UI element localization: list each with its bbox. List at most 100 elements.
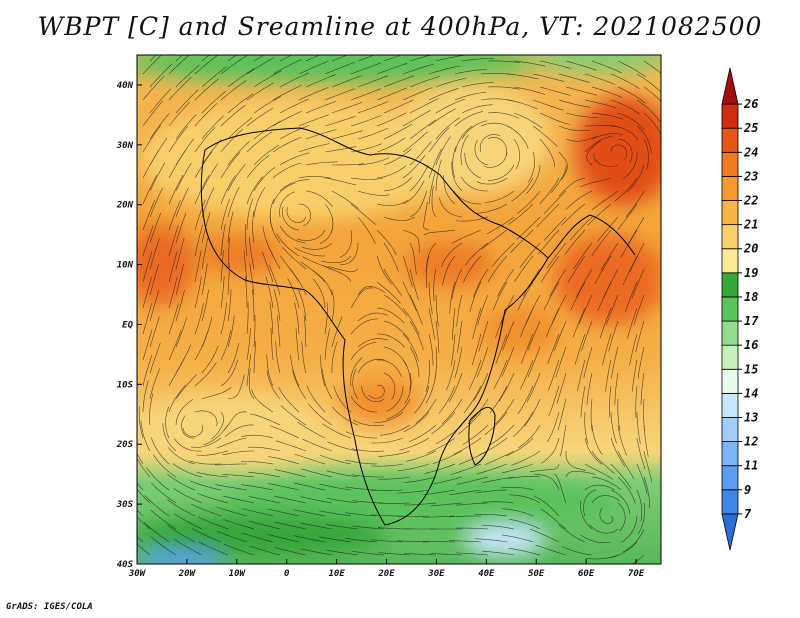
streamline xyxy=(331,190,359,209)
streamline xyxy=(431,411,456,435)
streamline xyxy=(428,65,460,75)
streamline xyxy=(468,359,482,390)
streamline xyxy=(216,437,248,449)
streamline xyxy=(452,146,457,179)
streamline xyxy=(222,495,255,504)
streamline xyxy=(267,534,300,543)
streamline xyxy=(432,450,463,465)
streamline xyxy=(345,431,377,439)
streamline xyxy=(617,112,645,131)
streamline xyxy=(435,320,440,353)
streamline xyxy=(201,263,208,296)
streamline xyxy=(189,460,222,465)
streamline xyxy=(201,187,215,218)
streamline xyxy=(422,515,456,518)
streamline xyxy=(248,496,281,504)
streamline xyxy=(175,89,199,114)
streamline xyxy=(201,386,232,400)
streamline xyxy=(558,524,586,543)
streamline xyxy=(137,543,151,556)
streamline xyxy=(294,453,326,465)
streamline xyxy=(253,166,276,192)
streamline xyxy=(433,268,437,301)
streamline xyxy=(482,524,515,530)
chart-title: WBPT [C] and Sreamline at 400hPa, VT: 20… xyxy=(37,12,763,41)
streamline xyxy=(293,482,326,491)
streamline xyxy=(473,372,489,402)
streamline xyxy=(472,307,482,339)
streamline xyxy=(636,73,661,93)
streamline xyxy=(138,406,144,439)
streamline xyxy=(584,135,613,153)
streamline xyxy=(227,315,235,348)
streamline xyxy=(357,157,390,166)
streamline xyxy=(137,457,151,478)
streamline xyxy=(149,88,172,114)
streamline xyxy=(146,467,170,491)
streamline xyxy=(487,60,520,63)
streamline xyxy=(266,354,274,387)
streamline xyxy=(194,330,209,361)
streamline xyxy=(298,176,331,179)
streamline xyxy=(585,125,617,127)
streamline xyxy=(428,172,436,205)
streamline xyxy=(643,450,653,483)
streamline xyxy=(269,302,274,335)
streamline xyxy=(272,111,302,127)
streamline xyxy=(175,114,197,140)
streamline xyxy=(227,211,234,244)
x-tick-label: 10W xyxy=(229,569,247,579)
plot-frame xyxy=(136,54,662,565)
streamline xyxy=(168,277,178,309)
streamline xyxy=(290,355,300,387)
streamline xyxy=(250,413,281,426)
streamline xyxy=(301,468,333,478)
streamline xyxy=(610,99,640,115)
streamline xyxy=(298,143,330,153)
streamline xyxy=(331,341,338,374)
streamline xyxy=(241,434,274,439)
streamline xyxy=(142,380,149,413)
streamline xyxy=(194,199,206,231)
streamline xyxy=(543,190,567,215)
streamline xyxy=(402,359,411,391)
streamline xyxy=(608,320,619,352)
streamline xyxy=(252,211,255,244)
streamline xyxy=(142,75,165,101)
streamline xyxy=(514,255,534,283)
streamline xyxy=(273,289,281,322)
streamline xyxy=(194,250,202,283)
streamline xyxy=(245,224,248,257)
streamline xyxy=(549,268,567,297)
streamline xyxy=(142,150,160,179)
streamline xyxy=(175,187,189,218)
streamline xyxy=(430,476,463,485)
streamline xyxy=(451,229,482,244)
streamline xyxy=(558,151,568,180)
streamline xyxy=(173,488,203,504)
streamline xyxy=(484,450,515,465)
streamline xyxy=(532,73,565,82)
streamline xyxy=(371,463,404,467)
streamline xyxy=(383,99,414,114)
streamline xyxy=(635,385,638,419)
streamline xyxy=(144,495,170,517)
streamline xyxy=(451,161,463,192)
streamline xyxy=(441,242,463,267)
streamline xyxy=(428,307,435,340)
streamline xyxy=(246,354,251,387)
streamline xyxy=(149,212,162,244)
streamline xyxy=(149,55,157,62)
streamline xyxy=(300,261,326,283)
streamline xyxy=(523,268,541,297)
streamline xyxy=(196,471,229,478)
streamline xyxy=(489,385,508,414)
colorbar-swatch xyxy=(721,151,739,177)
streamline xyxy=(548,359,560,391)
streamline xyxy=(175,399,194,426)
streamline xyxy=(350,115,382,127)
streamline xyxy=(599,307,612,339)
streamline xyxy=(149,536,177,556)
colorbar-label: 13 xyxy=(744,410,758,424)
streamline xyxy=(574,333,586,365)
